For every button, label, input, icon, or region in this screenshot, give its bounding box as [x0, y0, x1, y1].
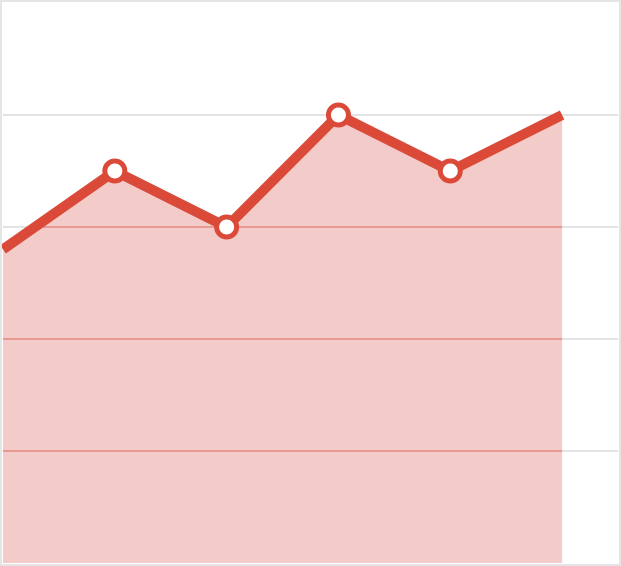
data-point-2 — [102, 158, 128, 184]
data-point-markers — [102, 102, 463, 240]
gridlines-inside-area — [3, 115, 563, 452]
data-point-3 — [214, 214, 240, 240]
series-line — [0, 110, 565, 254]
data-point-4 — [325, 102, 351, 128]
data-point-5 — [437, 158, 463, 184]
